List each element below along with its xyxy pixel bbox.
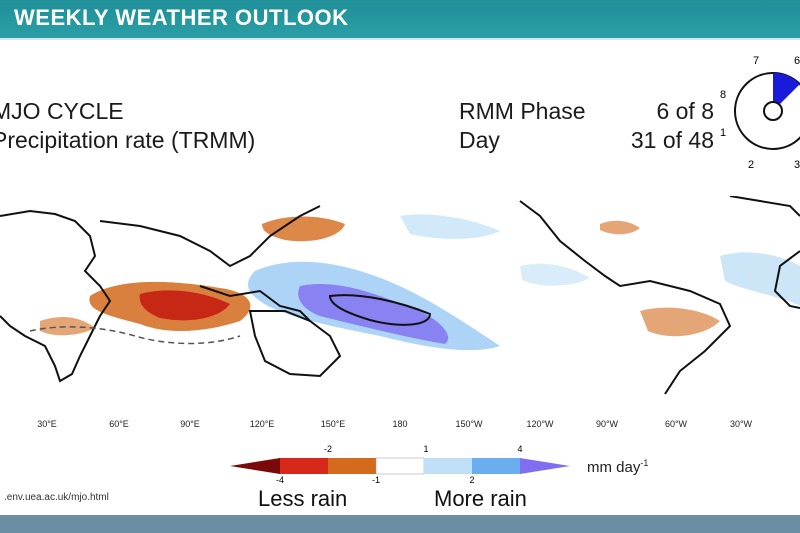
phase-label-7: 7 [753, 55, 759, 67]
day-value: 31 of 48 [630, 127, 714, 153]
phase-label-8: 8 [720, 89, 726, 101]
source-url: .env.uea.ac.uk/mjo.html [4, 492, 109, 503]
lon-label: 30°W [729, 419, 753, 429]
phase-label-1: 1 [720, 127, 726, 139]
lon-label: 150°E [320, 419, 346, 429]
phase-wheel: 7 6 8 1 2 3 [720, 55, 800, 171]
legend-swatch [472, 458, 520, 474]
precipitation-map [0, 196, 800, 406]
legend-tick-bottom: -4 [276, 475, 284, 484]
legend-tick-top: 4 [517, 444, 522, 454]
phase-label-3: 3 [794, 159, 800, 171]
phase-label-6: 6 [794, 55, 800, 67]
phase-wheel-active-segment [773, 72, 800, 111]
longitude-axis: 30°E 60°E 90°E 120°E 150°E 180 150°W 120… [0, 419, 800, 433]
legend-swatch [375, 457, 425, 475]
color-legend: -2 1 4 -4 -1 2 [230, 444, 570, 484]
legend-tick-bottom: -1 [372, 475, 380, 484]
footer-bar [0, 515, 800, 533]
mjo-title-block: MJO CYCLE Precipitation rate (TRMM) [0, 97, 255, 155]
rmm-phase-value: 6 of 8 [656, 98, 714, 124]
legend-tick-top: 1 [423, 444, 428, 454]
lon-label: 120°E [249, 419, 275, 429]
lon-label: 90°W [595, 419, 619, 429]
coastlines [0, 196, 800, 395]
less-rain-label: Less rain [258, 486, 348, 511]
legend-tick-bottom: 2 [469, 475, 474, 484]
day-label: Day [459, 127, 500, 153]
lon-label: 120°W [526, 419, 554, 429]
mjo-title: MJO CYCLE [0, 98, 124, 124]
legend-swatch [328, 458, 376, 474]
legend-right-tip [520, 458, 570, 474]
lon-label: 180 [392, 419, 408, 429]
mjo-envelope-dashed [29, 326, 241, 345]
legend-swatch [424, 458, 472, 474]
rmm-phase-label: RMM Phase [459, 98, 586, 124]
legend-tick-top: -2 [324, 444, 332, 454]
page-title: WEEKLY WEATHER OUTLOOK [14, 5, 349, 30]
lon-label: 90°E [180, 419, 200, 429]
lon-label: 60°E [109, 419, 129, 429]
rain-surplus-shading [248, 214, 800, 351]
rain-deficit-shading [40, 216, 720, 337]
lon-label: 30°E [37, 419, 57, 429]
rmm-info: RMM Phase 6 of 8 Day 31 of 48 [459, 97, 714, 155]
legend-left-tip [230, 458, 280, 474]
phase-label-2: 2 [748, 159, 754, 171]
more-rain-label: More rain [434, 486, 527, 511]
mjo-subtitle: Precipitation rate (TRMM) [0, 127, 256, 153]
lon-label: 150°W [455, 419, 483, 429]
lon-label: 60°W [664, 419, 688, 429]
legend-swatch [280, 458, 328, 474]
legend-unit: mm day-1 [587, 458, 649, 476]
phase-wheel-center [763, 101, 783, 121]
header-bar: WEEKLY WEATHER OUTLOOK [0, 0, 800, 40]
